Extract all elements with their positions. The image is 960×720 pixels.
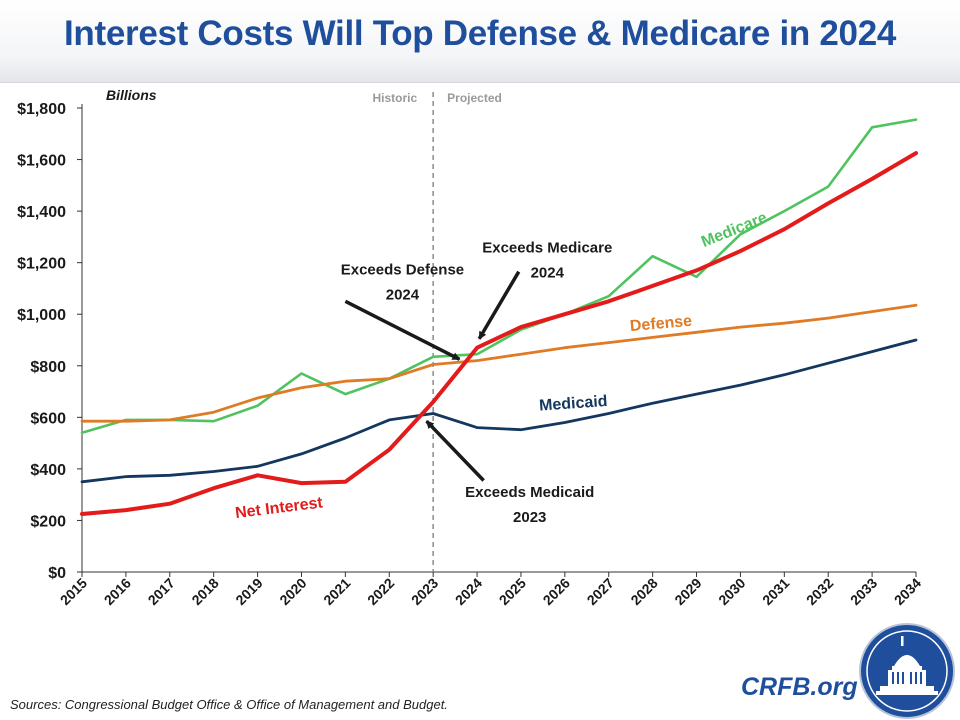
- defense-series-label: Defense: [629, 313, 693, 335]
- exceeds-defense-annotation-year: 2024: [386, 286, 420, 303]
- y-tick-label: $200: [30, 513, 66, 530]
- exceeds-defense-annotation-title: Exceeds Defense: [341, 261, 464, 278]
- x-tick-label: 2029: [671, 575, 704, 608]
- projected-label: Projected: [447, 91, 502, 105]
- x-tick-label: 2024: [452, 575, 485, 608]
- historic-label: Historic: [372, 91, 417, 105]
- x-tick-label: 2016: [101, 575, 134, 608]
- exceeds-medicaid-annotation-title: Exceeds Medicaid: [465, 484, 594, 501]
- crfb-logo-text: CRFB.org: [741, 673, 858, 701]
- x-tick-label: 2018: [188, 575, 221, 608]
- x-tick-label: 2033: [847, 575, 880, 608]
- sources-note: Sources: Congressional Budget Office & O…: [10, 697, 448, 712]
- y-axis-label: Billions: [106, 87, 157, 103]
- y-tick-label: $1,800: [17, 101, 66, 118]
- x-tick-label: 2017: [145, 575, 178, 608]
- defense-line: [80, 303, 918, 423]
- net-interest-series-label: Net Interest: [234, 494, 324, 522]
- y-tick-label: $1,200: [17, 256, 66, 273]
- x-tick-label: 2022: [364, 575, 397, 608]
- exceeds-medicare-annotation-year: 2024: [531, 264, 565, 281]
- x-tick-label: 2019: [232, 575, 265, 608]
- x-tick-label: 2027: [584, 575, 617, 608]
- x-tick-label: 2031: [759, 575, 792, 608]
- exceeds-medicare-annotation-title: Exceeds Medicare: [482, 239, 612, 256]
- title-banner: Interest Costs Will Top Defense & Medica…: [0, 0, 960, 83]
- x-tick-label: 2023: [408, 575, 441, 608]
- medicaid-line: [80, 338, 918, 484]
- y-tick-label: $1,000: [17, 307, 66, 324]
- y-tick-label: $1,600: [17, 153, 66, 170]
- x-tick-label: 2026: [540, 575, 573, 608]
- x-tick-label: 2030: [715, 575, 748, 608]
- net-interest-line: [80, 151, 918, 516]
- x-tick-label: 2032: [803, 575, 836, 608]
- exceeds-medicaid-annotation-arrow: [425, 419, 485, 482]
- y-tick-label: $1,400: [17, 204, 66, 221]
- x-tick-label: 2020: [276, 575, 309, 608]
- x-tick-label: 2034: [891, 575, 924, 608]
- medicare-line: [80, 118, 918, 435]
- exceeds-medicare-annotation-arrow: [477, 270, 521, 340]
- y-tick-label: $800: [30, 359, 66, 376]
- x-tick-label: 2028: [627, 575, 660, 608]
- capitol-seal-icon: [859, 623, 955, 719]
- exceeds-medicaid-annotation-year: 2023: [513, 509, 546, 526]
- medicaid-series-label: Medicaid: [539, 393, 608, 415]
- x-tick-label: 2021: [320, 575, 353, 608]
- y-tick-label: $0: [48, 565, 66, 582]
- exceeds-defense-annotation-arrow: [344, 299, 461, 361]
- y-tick-label: $600: [30, 410, 66, 427]
- x-tick-label: 2025: [496, 575, 529, 608]
- medicare-series-label: Medicare: [699, 209, 770, 251]
- chart-title: Interest Costs Will Top Defense & Medica…: [63, 14, 897, 53]
- y-tick-label: $400: [30, 462, 66, 479]
